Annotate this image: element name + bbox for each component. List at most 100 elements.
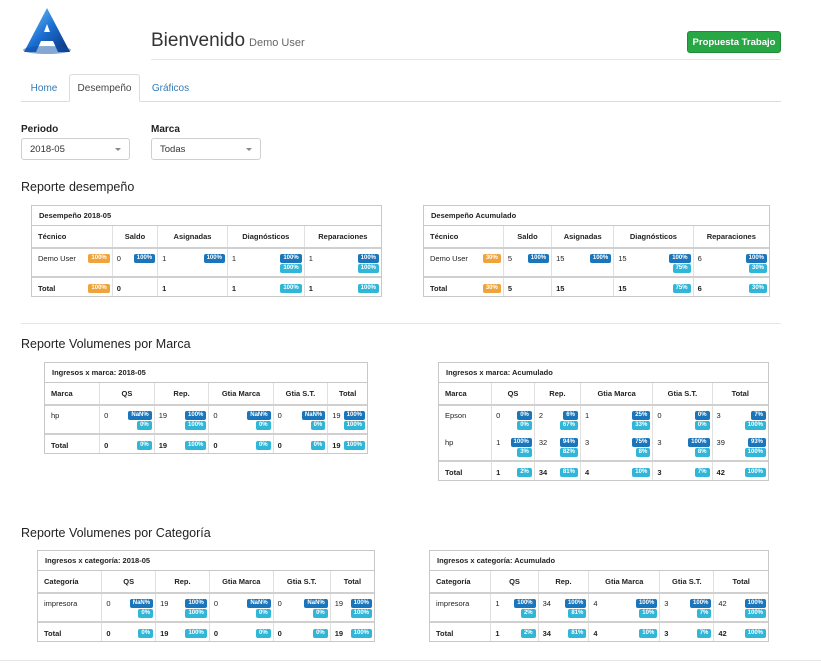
cell-value: 19 (334, 629, 344, 638)
table-cell: 34 81% (537, 621, 589, 641)
percent-badge: 100% (635, 599, 658, 608)
table-cell: 0 0% (208, 433, 274, 453)
table-cell: 19 100% 100% (153, 405, 209, 434)
column-header: Saldo (502, 226, 552, 249)
cell-value: 15 (618, 284, 627, 293)
table-total-row: Total 1 2% 34 81% 4 10% 3 7% 42 100% (430, 621, 768, 641)
percent-badge: 100% (357, 284, 379, 293)
cell-value: 0 (277, 441, 282, 450)
chevron-down-icon (115, 148, 121, 151)
table-total-row: Total 0 0% 19 100% 0 0% 0 0% 19 100% (45, 433, 367, 453)
column-header: Gtia Marca (208, 571, 274, 594)
table-row: Epson 0 0% 0% 2 6% 67% 1 25% 33% 0 0% 0% 3 7% 100% (439, 405, 768, 433)
percent-badge: 0% (137, 441, 152, 450)
column-header: Total (713, 571, 768, 594)
table-cell: 1 100% 100% (226, 248, 305, 277)
column-header: QS (101, 571, 156, 594)
column-header: Total (329, 571, 374, 594)
percent-badge: 0% (255, 629, 271, 638)
percent-badge: NaN% (129, 599, 154, 608)
table-cell: 15 100% 75% (613, 248, 694, 277)
cell-value: 1 (308, 284, 313, 293)
percent-badge: 75% (632, 438, 651, 447)
percent-badge: 81% (568, 629, 587, 638)
table-cell: 19 100% (327, 433, 367, 453)
cell-value: 2 (538, 411, 544, 420)
table-cell: 3 75% 8% (579, 433, 653, 461)
cell-value: 19 (332, 411, 341, 420)
column-header: Diagnósticos (226, 226, 305, 249)
table-cell: 1 2% (490, 621, 539, 641)
percent-badge: 8% (635, 448, 651, 457)
table-cell: 15 100% (551, 248, 614, 277)
table-cell: Total (38, 621, 102, 641)
table-total-row: Total 30% 5 15 15 75% 6 30% (424, 276, 769, 296)
cell-value: 6 (697, 254, 702, 263)
table-cell: Total 100% (32, 276, 113, 296)
table-cell: 0 (111, 276, 158, 296)
table-header-row: Técnico Saldo Asignadas Diagnósticos Reparac… (32, 226, 381, 249)
column-header: Gtia Marca (208, 383, 274, 406)
table-cell: 5 (502, 276, 552, 296)
table-row: Demo User 100% 0 100% 1 100% 1 100% 100% 1 100% 100… (32, 248, 381, 277)
table-desempeno-periodo: Desempeño 2018-05 Técnico Saldo Asignadas Di… (31, 205, 382, 297)
percent-badge: 67% (559, 421, 578, 430)
cell-value: 19 (160, 599, 169, 608)
marca-select[interactable]: Todas (151, 138, 261, 160)
percent-badge: 100% (343, 411, 365, 420)
percent-badge: 2% (520, 629, 536, 638)
table-cell: hp (439, 433, 492, 461)
percent-badge: 30% (482, 284, 501, 293)
table-cell: 0 0% (272, 433, 328, 453)
percent-badge: 100% (744, 421, 766, 430)
table-cell: 1 (157, 276, 228, 296)
table-cell: 1 100% 3% (491, 433, 535, 461)
table-total-row: Total 1 2% 34 81% 4 10% 3 7% 42 100% (439, 460, 768, 480)
table-cell: 0 0% (208, 621, 274, 641)
column-header: Gtia S.T. (272, 571, 331, 594)
panel-title: Desempeño 2018-05 (32, 206, 381, 226)
percent-badge: 10% (639, 629, 658, 638)
table-categoria-periodo: Ingresos x categoría: 2018-05 Categoría QS… (37, 550, 375, 642)
table-cell: 0 NaN% 0% (272, 405, 328, 434)
cell-value: 19 (158, 411, 168, 420)
percent-badge: 100% (343, 421, 365, 430)
table-cell: 0 NaN% 0% (99, 405, 155, 434)
cell-value: 0 (657, 411, 662, 420)
cell-value: 42 (718, 629, 727, 638)
percent-badge: 0% (137, 421, 152, 430)
marca-label: Marca (151, 124, 180, 135)
table-cell: 1 2% (491, 460, 535, 480)
periodo-select[interactable]: 2018-05 (21, 138, 130, 160)
percent-badge: 100% (88, 284, 110, 293)
cell-value: hp (51, 411, 60, 420)
tab-desempeno[interactable]: Desempeño (69, 74, 140, 102)
section-title-marca: Reporte Volumenes por Marca (21, 337, 191, 351)
table-cell: 42 100% (713, 621, 768, 641)
percent-badge: 100% (133, 254, 156, 263)
percent-badge: 100% (350, 609, 372, 618)
percent-badge: 100% (745, 254, 767, 263)
cell-value: 1 (495, 629, 500, 638)
periodo-value: 2018-05 (30, 143, 65, 155)
cell-value: 1 (162, 284, 167, 293)
column-header: Categoría (38, 571, 102, 594)
percent-badge: 0% (255, 421, 271, 430)
cell-value: 1 (495, 599, 500, 608)
percent-badge: 0% (138, 609, 154, 618)
propuesta-trabajo-button[interactable]: Propuesta Trabajo (687, 31, 781, 53)
tab-graficos[interactable]: Gráficos (151, 82, 190, 94)
logo-icon (23, 8, 71, 54)
cell-value: 19 (160, 629, 169, 638)
percent-badge: 100% (744, 448, 766, 457)
percent-badge: 100% (688, 438, 710, 447)
percent-badge: 33% (632, 421, 651, 430)
cell-value: 0 (496, 411, 501, 420)
cell-value: 0 (116, 284, 121, 293)
table-row: impresora 0 NaN% 0% 19 100% 100% 0 NaN% 0% 0 NaN% 0%… (38, 593, 374, 622)
report-table: Técnico Saldo Asignadas Diagnósticos Reparac… (424, 226, 769, 296)
percent-badge: 100% (357, 264, 379, 273)
tab-home[interactable]: Home (30, 82, 58, 94)
table-cell: 0 0% (101, 621, 156, 641)
percent-badge: 0% (517, 411, 532, 420)
